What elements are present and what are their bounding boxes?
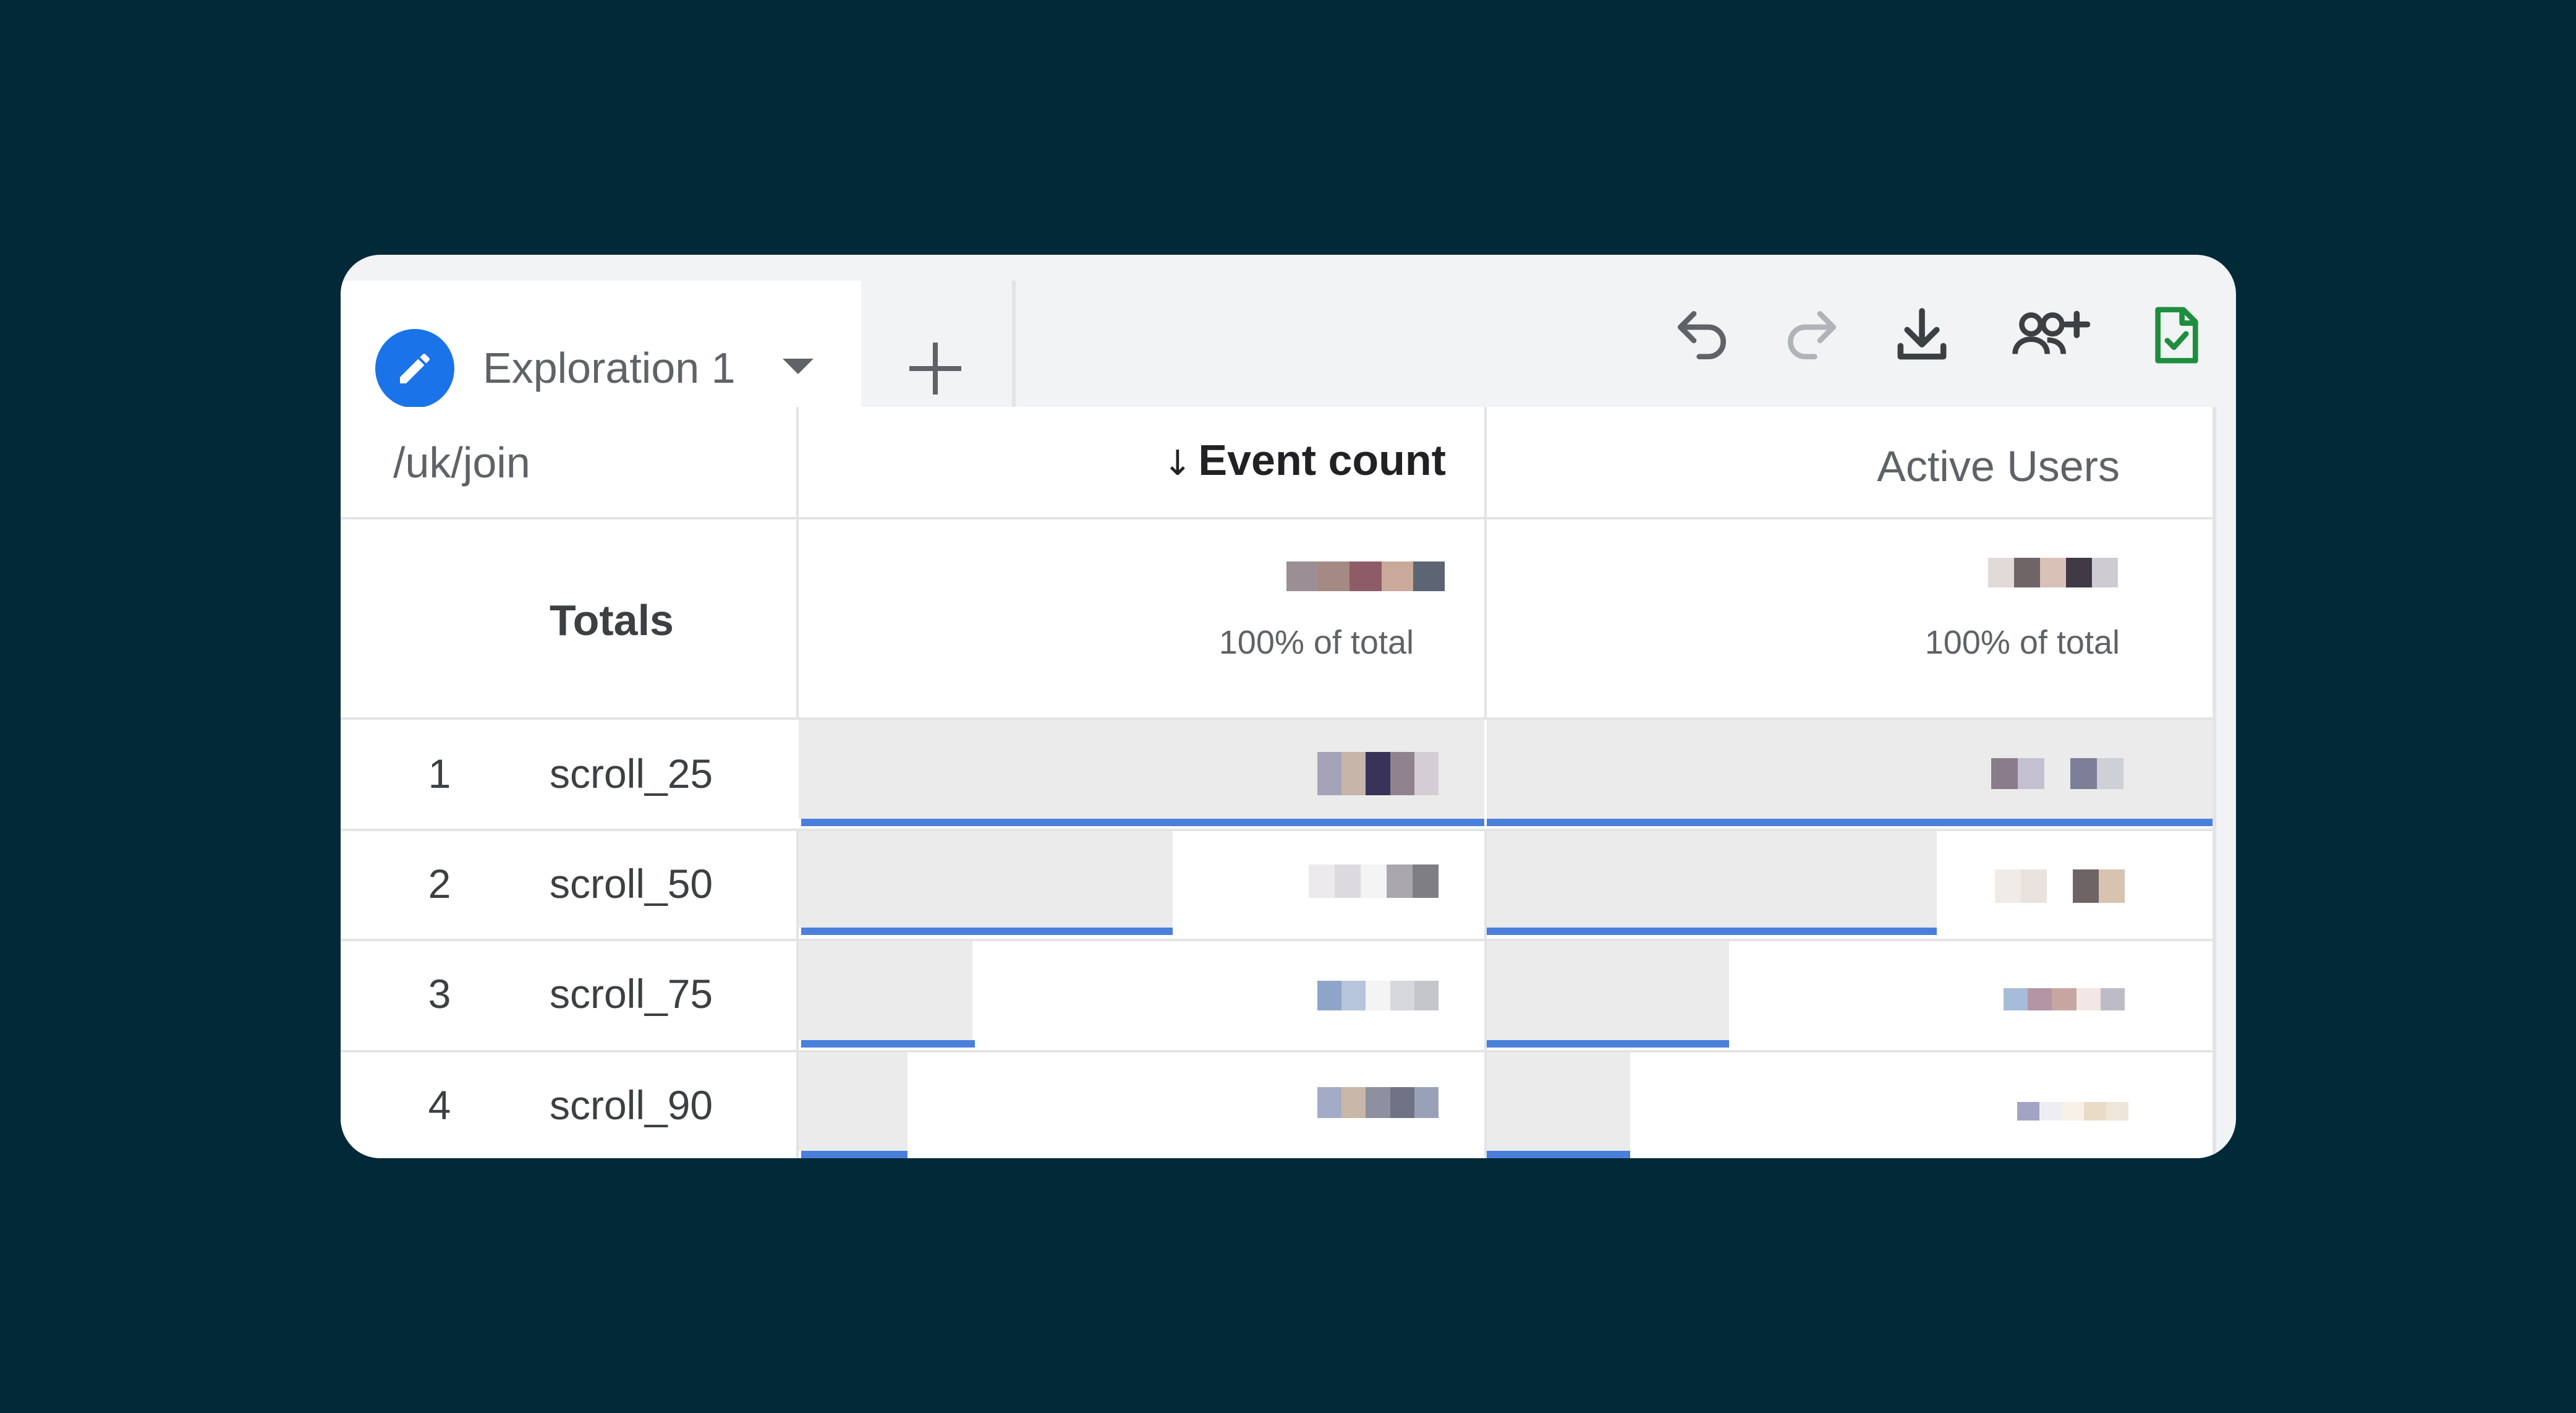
row-number: 3 — [428, 971, 451, 1017]
row-number: 1 — [428, 751, 451, 796]
row-divider — [341, 1050, 2213, 1052]
event-name[interactable]: scroll_90 — [550, 1082, 713, 1128]
totals-label: Totals — [550, 596, 674, 644]
active-users-bar — [1487, 928, 1937, 935]
row-divider — [341, 517, 2213, 519]
event-count-fill — [799, 1052, 908, 1151]
tab-title[interactable]: Exploration 1 — [483, 344, 736, 392]
exploration-table: /uk/join ↓ Event count Active Users Total… — [341, 407, 2216, 1158]
row-divider — [341, 939, 2213, 941]
event-count-value — [1309, 864, 1439, 898]
active-users-total-value — [1988, 558, 2118, 587]
active-users-value — [2004, 988, 2125, 1010]
event-count-total-value — [1286, 561, 1445, 591]
dimension-header[interactable]: /uk/join — [393, 438, 530, 487]
event-count-value — [1317, 981, 1439, 1010]
download-icon — [1897, 308, 1947, 360]
event-count-total-pct: 100% of total — [1218, 624, 1414, 661]
active-users-bar — [1487, 819, 2213, 826]
exploration-card: Exploration 1 — [341, 255, 2236, 1158]
add-tab-button[interactable] — [861, 281, 1016, 448]
undo-button[interactable] — [1670, 303, 1734, 367]
sort-arrow-icon: ↓ — [1163, 443, 1192, 484]
event-count-value — [1317, 1087, 1439, 1118]
redo-icon — [1788, 311, 1836, 359]
event-count-bar — [801, 928, 1173, 935]
row-number: 4 — [428, 1082, 451, 1128]
event-count-header-label: Event count — [1198, 436, 1446, 484]
share-button[interactable] — [2010, 303, 2090, 367]
event-name[interactable]: scroll_75 — [550, 971, 713, 1017]
redo-button[interactable] — [1780, 303, 1844, 367]
active-users-header[interactable]: Active Users — [1877, 442, 2120, 490]
active-users-total-pct: 100% of total — [1924, 624, 2120, 661]
active-users-value — [2017, 1102, 2128, 1121]
pencil-icon[interactable] — [375, 329, 454, 408]
active-users-fill — [1487, 1052, 1630, 1151]
share-users-icon — [2012, 310, 2090, 354]
event-count-fill — [799, 941, 972, 1040]
event-count-header[interactable]: ↓ Event count — [1163, 429, 1446, 495]
active-users-bar — [1487, 1151, 1630, 1158]
event-count-bar — [801, 819, 1484, 826]
active-users-fill — [1487, 941, 1729, 1040]
plus-icon — [909, 343, 961, 395]
active-users-bar — [1487, 1040, 1729, 1048]
event-count-value — [1317, 752, 1439, 795]
caret-down-icon[interactable] — [783, 359, 814, 374]
saved-document-icon — [2155, 307, 2198, 364]
event-count-bar — [801, 1040, 975, 1048]
active-users-value — [1991, 758, 2123, 789]
event-count-fill — [799, 831, 1173, 928]
undo-icon — [1678, 311, 1726, 359]
save-button[interactable] — [2145, 303, 2209, 367]
event-count-bar — [801, 1151, 908, 1158]
active-users-fill — [1487, 831, 1937, 928]
download-button[interactable] — [1890, 303, 1954, 367]
active-users-value — [1995, 869, 2125, 903]
row-divider — [341, 829, 2213, 831]
event-name[interactable]: scroll_50 — [550, 861, 713, 907]
row-number: 2 — [428, 861, 451, 907]
event-name[interactable]: scroll_25 — [550, 751, 713, 796]
row-divider — [341, 717, 2213, 720]
